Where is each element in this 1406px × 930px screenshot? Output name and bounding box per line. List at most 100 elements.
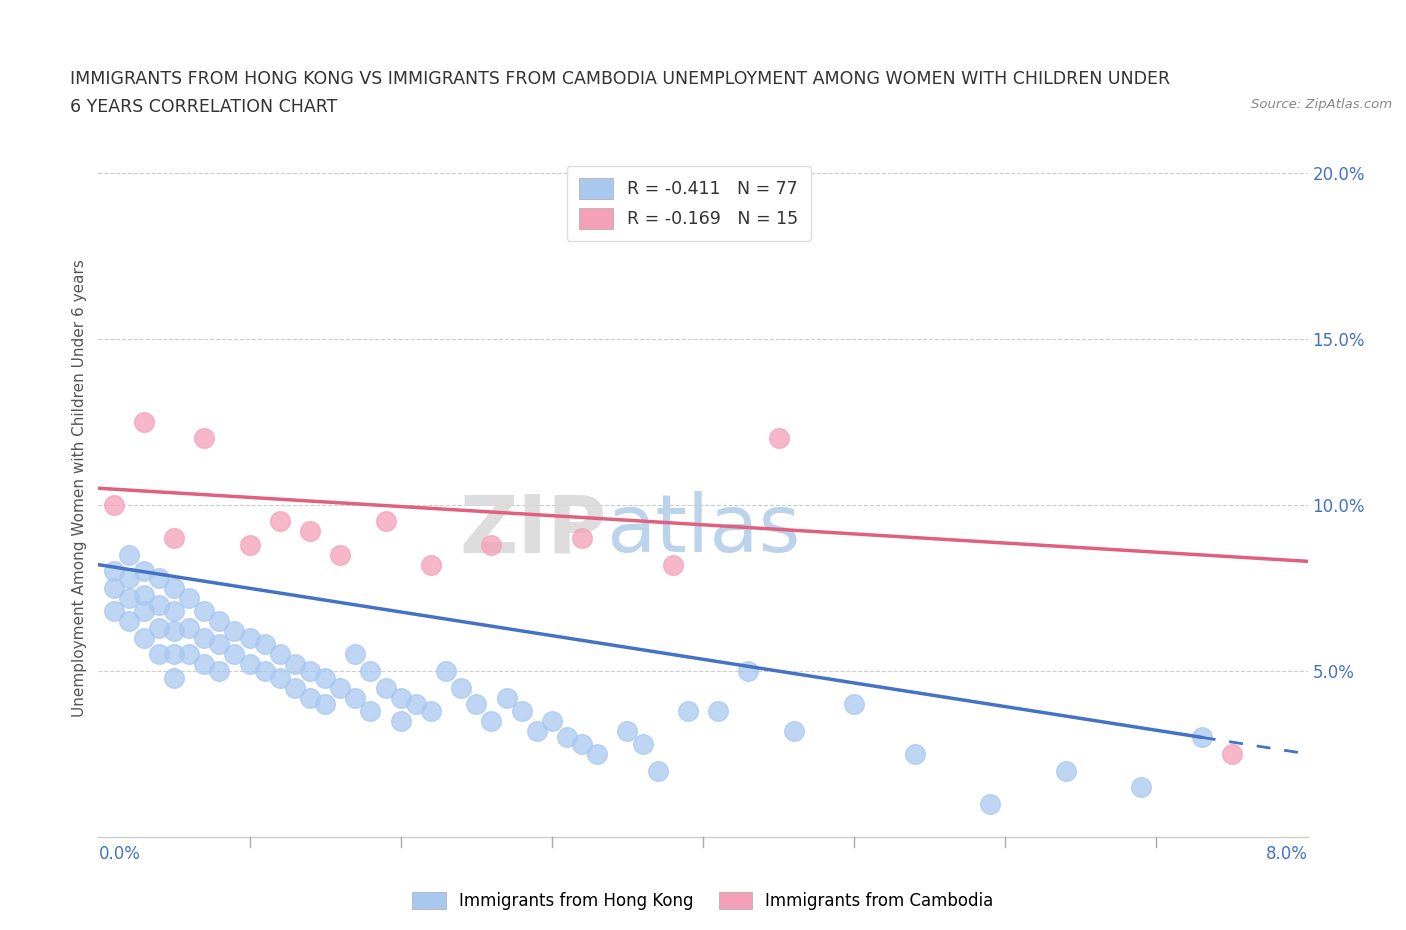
Point xyxy=(193,604,215,618)
Point xyxy=(253,637,276,652)
Point xyxy=(662,557,685,572)
Point xyxy=(132,415,155,430)
Point xyxy=(208,663,231,678)
Point xyxy=(239,538,262,552)
Point xyxy=(239,631,262,645)
Point xyxy=(193,431,215,445)
Point xyxy=(571,737,593,751)
Point xyxy=(904,747,927,762)
Text: atlas: atlas xyxy=(606,491,800,569)
Point xyxy=(148,647,170,662)
Point xyxy=(103,604,125,618)
Text: 8.0%: 8.0% xyxy=(1265,845,1308,863)
Point xyxy=(1054,764,1077,778)
Text: ZIP: ZIP xyxy=(458,491,606,569)
Point xyxy=(1220,747,1243,762)
Point xyxy=(269,514,291,529)
Point xyxy=(1130,779,1153,794)
Point xyxy=(132,587,155,602)
Point xyxy=(616,724,638,738)
Point xyxy=(132,564,155,578)
Point xyxy=(163,671,186,685)
Point xyxy=(555,730,578,745)
Point xyxy=(360,703,382,718)
Point xyxy=(299,663,322,678)
Point xyxy=(329,680,352,695)
Text: 0.0%: 0.0% xyxy=(98,845,141,863)
Point xyxy=(224,624,246,639)
Point xyxy=(405,697,427,711)
Point xyxy=(118,570,141,585)
Point xyxy=(481,713,503,728)
Point xyxy=(163,580,186,595)
Point xyxy=(299,690,322,705)
Text: 6 YEARS CORRELATION CHART: 6 YEARS CORRELATION CHART xyxy=(70,98,337,115)
Point xyxy=(495,690,517,705)
Point xyxy=(284,657,307,671)
Point xyxy=(148,597,170,612)
Point xyxy=(374,514,396,529)
Point xyxy=(103,564,125,578)
Point xyxy=(707,703,730,718)
Point xyxy=(103,580,125,595)
Point xyxy=(344,647,367,662)
Point xyxy=(208,614,231,629)
Legend: R = -0.411   N = 77, R = -0.169   N = 15: R = -0.411 N = 77, R = -0.169 N = 15 xyxy=(567,166,811,241)
Point xyxy=(450,680,472,695)
Point xyxy=(269,671,291,685)
Point xyxy=(314,697,336,711)
Point xyxy=(132,604,155,618)
Point xyxy=(179,591,201,605)
Point xyxy=(253,663,276,678)
Point xyxy=(163,604,186,618)
Point xyxy=(631,737,654,751)
Point xyxy=(193,631,215,645)
Point xyxy=(239,657,262,671)
Point xyxy=(737,663,759,678)
Point xyxy=(284,680,307,695)
Point xyxy=(103,498,125,512)
Point xyxy=(118,614,141,629)
Point xyxy=(118,591,141,605)
Point xyxy=(314,671,336,685)
Point xyxy=(163,647,186,662)
Point xyxy=(148,570,170,585)
Point xyxy=(360,663,382,678)
Point xyxy=(148,620,170,635)
Point xyxy=(163,531,186,546)
Point xyxy=(783,724,806,738)
Point xyxy=(269,647,291,662)
Point xyxy=(179,620,201,635)
Point xyxy=(979,796,1001,811)
Point xyxy=(118,547,141,562)
Point xyxy=(647,764,669,778)
Point xyxy=(132,631,155,645)
Point xyxy=(224,647,246,662)
Point xyxy=(389,690,412,705)
Point xyxy=(374,680,396,695)
Point xyxy=(163,624,186,639)
Point xyxy=(465,697,488,711)
Point xyxy=(586,747,609,762)
Point xyxy=(510,703,533,718)
Point xyxy=(541,713,564,728)
Y-axis label: Unemployment Among Women with Children Under 6 years: Unemployment Among Women with Children U… xyxy=(72,259,87,717)
Point xyxy=(299,524,322,538)
Point xyxy=(481,538,503,552)
Point xyxy=(179,647,201,662)
Point xyxy=(420,557,443,572)
Point xyxy=(676,703,699,718)
Point xyxy=(344,690,367,705)
Point xyxy=(208,637,231,652)
Point xyxy=(571,531,593,546)
Point xyxy=(389,713,412,728)
Point xyxy=(526,724,548,738)
Point xyxy=(193,657,215,671)
Point xyxy=(434,663,457,678)
Point xyxy=(420,703,443,718)
Text: Source: ZipAtlas.com: Source: ZipAtlas.com xyxy=(1251,98,1392,111)
Text: IMMIGRANTS FROM HONG KONG VS IMMIGRANTS FROM CAMBODIA UNEMPLOYMENT AMONG WOMEN W: IMMIGRANTS FROM HONG KONG VS IMMIGRANTS … xyxy=(70,70,1170,87)
Point xyxy=(329,547,352,562)
Legend: Immigrants from Hong Kong, Immigrants from Cambodia: Immigrants from Hong Kong, Immigrants fr… xyxy=(406,885,1000,917)
Point xyxy=(768,431,790,445)
